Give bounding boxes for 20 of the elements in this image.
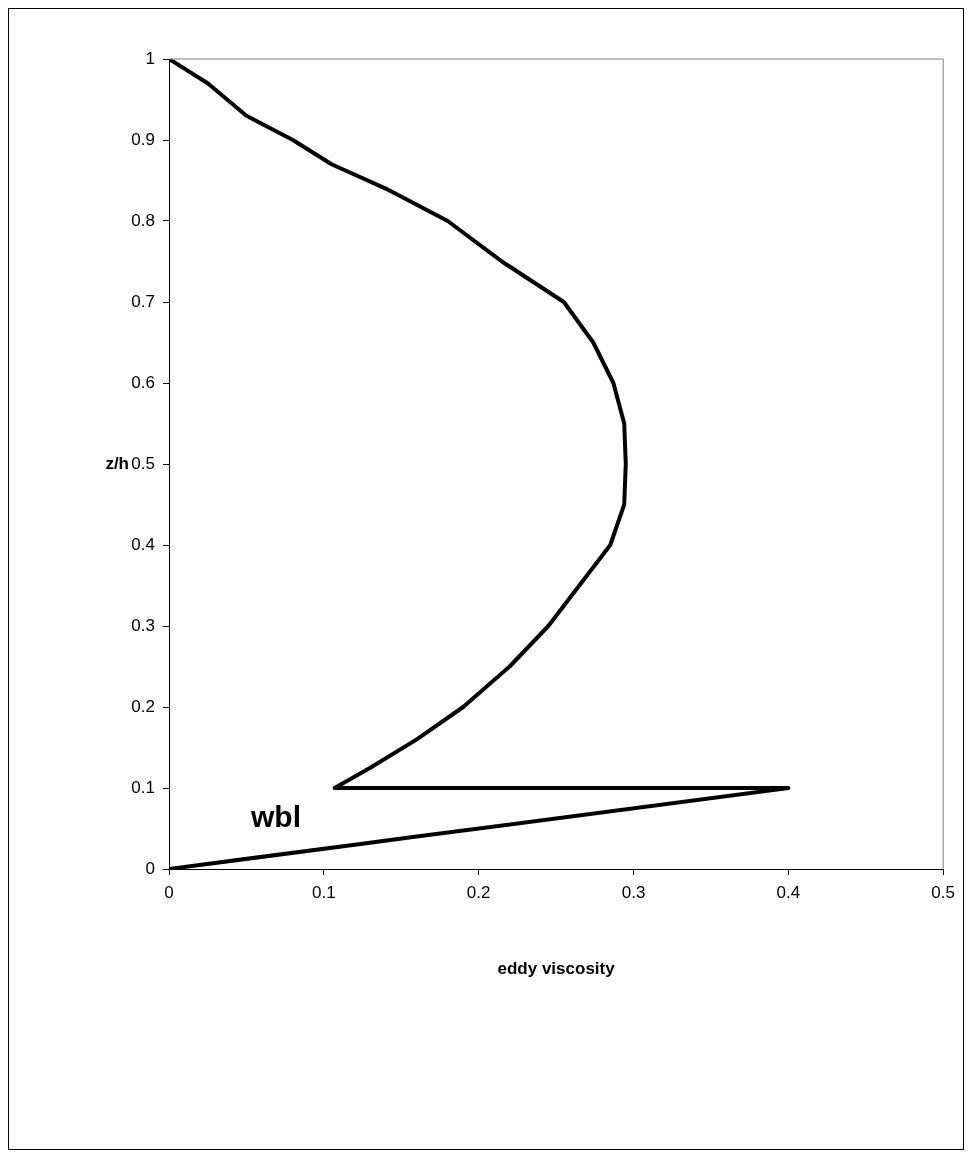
y-tick-label: 0.6 (131, 372, 155, 392)
y-tick-label: 0.1 (131, 777, 155, 797)
y-tick-label: 0.4 (131, 534, 155, 554)
y-tick-label: 0 (145, 858, 155, 878)
x-tick-label: 0 (164, 882, 174, 902)
x-tick-label: 0.3 (621, 882, 646, 902)
y-tick-label: 0.8 (131, 210, 155, 230)
x-tick-label: 0.2 (466, 882, 491, 902)
x-tick-label: 0.5 (931, 882, 955, 902)
y-tick-label: 0.3 (131, 615, 155, 635)
y-tick-label: 1 (145, 48, 155, 68)
x-tick-label: 0.4 (776, 882, 801, 902)
annotation: wbl (250, 800, 301, 834)
x-axis-title: eddy viscosity (497, 959, 616, 979)
y-tick-label: 0.7 (131, 291, 155, 311)
y-tick-label: 0.9 (131, 129, 155, 149)
x-tick-label: 0.1 (312, 882, 336, 902)
y-tick-label: 0.5 (131, 453, 155, 473)
y-tick-label: 0.2 (131, 696, 155, 716)
y-axis-title: z/h (105, 453, 129, 473)
